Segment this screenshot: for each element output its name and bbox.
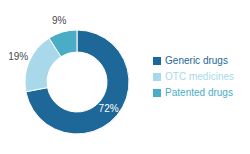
html-text:Generic drugs: Generic drugs [165,55,228,66]
html-text:OTC medicines: OTC medicines [165,71,234,82]
html-text:Patented drugs: Patented drugs [165,87,233,98]
svg-text:19%: 19% [8,51,28,62]
svg-text:9%: 9% [52,15,67,26]
svg-text:72%: 72% [99,103,119,114]
